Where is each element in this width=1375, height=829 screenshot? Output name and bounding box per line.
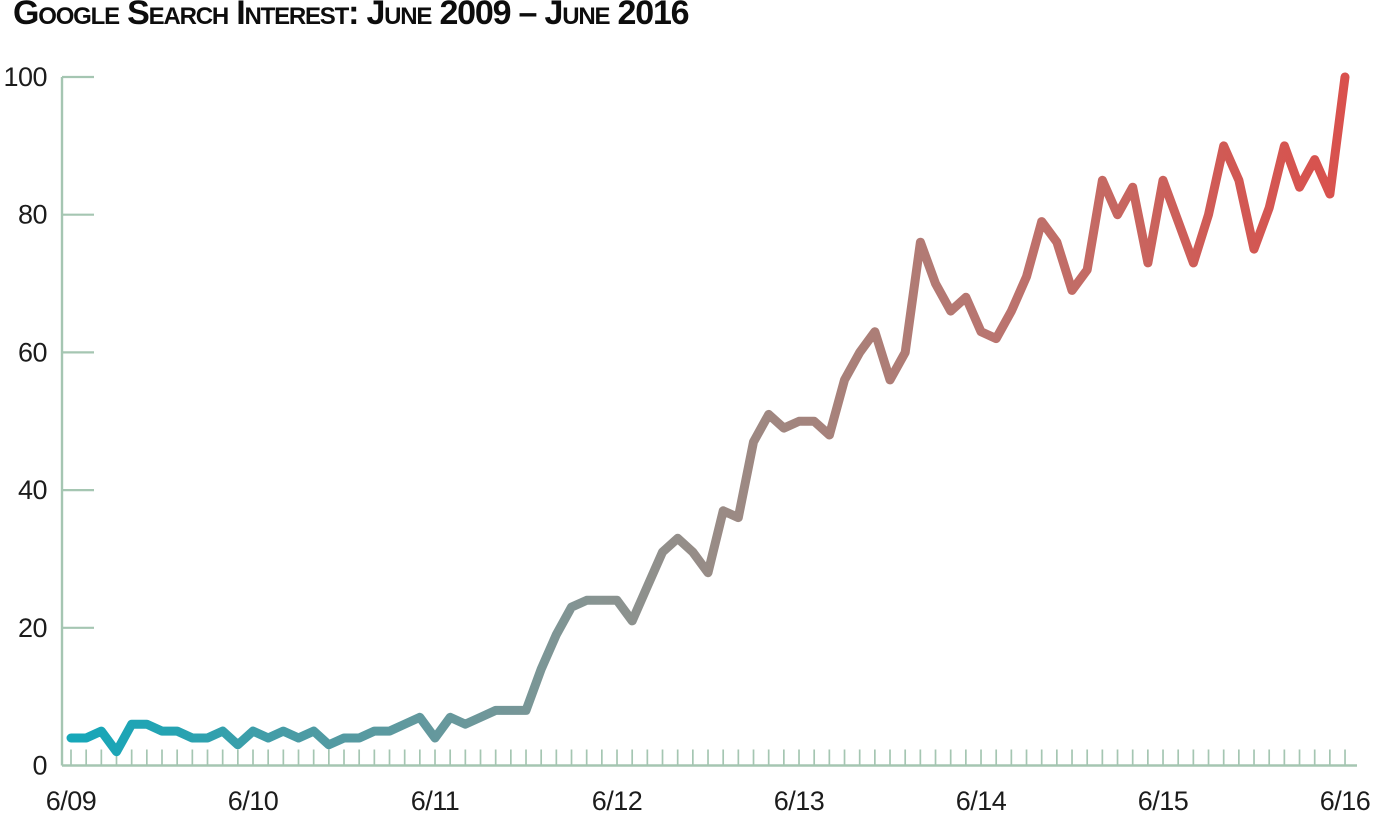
y-tick-label: 20 bbox=[18, 613, 47, 643]
x-tick-label: 6/10 bbox=[228, 786, 279, 816]
chart-title: Google Search Interest: June 2009 – June… bbox=[13, 0, 690, 32]
x-tick-label: 6/13 bbox=[774, 786, 825, 816]
x-tick-label: 6/16 bbox=[1320, 786, 1371, 816]
x-tick-label: 6/12 bbox=[592, 786, 643, 816]
y-tick-label: 100 bbox=[3, 62, 47, 92]
x-tick-label: 6/11 bbox=[411, 786, 460, 816]
trend-line bbox=[66, 72, 1350, 757]
y-tick-label: 40 bbox=[18, 475, 47, 505]
y-tick-label: 80 bbox=[18, 200, 47, 230]
y-tick-label: 0 bbox=[32, 751, 47, 781]
y-tick-label: 60 bbox=[18, 337, 47, 367]
x-tick-label: 6/09 bbox=[46, 786, 97, 816]
x-tick-label: 6/14 bbox=[956, 786, 1007, 816]
x-tick-label: 6/15 bbox=[1138, 786, 1189, 816]
